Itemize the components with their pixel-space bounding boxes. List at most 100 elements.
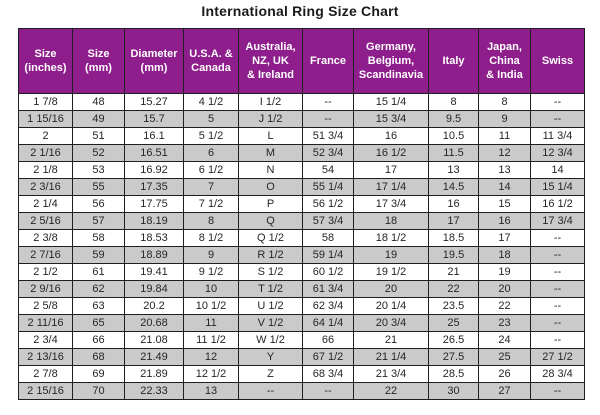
- table-cell: 16.51: [124, 144, 184, 162]
- column-header: France: [302, 28, 354, 94]
- table-cell: 6: [183, 144, 239, 162]
- table-cell: 21: [353, 331, 429, 349]
- table-cell: J 1/2: [238, 110, 303, 128]
- table-cell: 16: [478, 212, 531, 230]
- table-cell: 22: [353, 382, 429, 400]
- table-row: 2 5/8 63 20.2 10 1/2 U 1/2 62 3/4 20 1/4 23.5 22…: [18, 297, 585, 315]
- table-cell: Z: [238, 365, 303, 383]
- table-cell: 27: [478, 382, 531, 400]
- table-cell: 18.89: [124, 246, 184, 264]
- table-cell: 54: [302, 161, 354, 179]
- table-cell: 2 15/16: [18, 382, 73, 400]
- table-cell: N: [238, 161, 303, 179]
- header-row: Size (inches) Size (mm) Diameter (mm) U.S.A…: [18, 28, 585, 94]
- table-row: 2 3/16 55 17.35 7 O 55 1/4 17 1/4 14.5 14 15 1/4: [18, 178, 585, 196]
- table-cell: 55: [72, 178, 125, 196]
- table-cell: P: [238, 195, 303, 213]
- table-cell: 28 3/4: [530, 365, 585, 383]
- table-cell: 70: [72, 382, 125, 400]
- table-cell: Q: [238, 212, 303, 230]
- table-cell: 62: [72, 280, 125, 298]
- table-cell: 21 1/4: [353, 348, 429, 366]
- table-cell: 12: [183, 348, 239, 366]
- table-cell: 6 1/2: [183, 161, 239, 179]
- table-cell: --: [302, 382, 354, 400]
- table-cell: --: [238, 382, 303, 400]
- table-cell: 8: [183, 212, 239, 230]
- table-cell: 10 1/2: [183, 297, 239, 315]
- table-cell: 9: [183, 246, 239, 264]
- table-cell: 2 5/8: [18, 297, 73, 315]
- table-cell: 19 1/2: [353, 263, 429, 281]
- table-cell: 49: [72, 110, 125, 128]
- table-row: 2 1/4 56 17.75 7 1/2 P 56 1/2 17 3/4 16 15 16 1/2: [18, 195, 585, 213]
- table-cell: 19: [353, 246, 429, 264]
- table-cell: --: [530, 110, 585, 128]
- table-cell: --: [530, 280, 585, 298]
- column-header: Size (mm): [72, 28, 125, 94]
- table-cell: --: [302, 110, 354, 128]
- table-cell: 15: [478, 195, 531, 213]
- table-cell: 17: [428, 212, 479, 230]
- table-cell: 1 7/8: [18, 93, 73, 111]
- table-cell: 66: [302, 331, 354, 349]
- table-cell: 52 3/4: [302, 144, 354, 162]
- column-header: Size (inches): [18, 28, 73, 94]
- table-cell: 25: [478, 348, 531, 366]
- table-cell: 4 1/2: [183, 93, 239, 111]
- table-row: 1 7/8 48 15.27 4 1/2 I 1/2 -- 15 1/4 8 8 --: [18, 93, 585, 111]
- table-cell: 68: [72, 348, 125, 366]
- table-cell: 65: [72, 314, 125, 332]
- table-cell: 68 3/4: [302, 365, 354, 383]
- table-cell: 15 3/4: [353, 110, 429, 128]
- table-cell: 58: [302, 229, 354, 247]
- table-cell: 11: [478, 127, 531, 145]
- table-cell: 13: [183, 382, 239, 400]
- table-cell: 51 3/4: [302, 127, 354, 145]
- table-cell: 63: [72, 297, 125, 315]
- table-cell: 21.08: [124, 331, 184, 349]
- table-cell: 2 9/16: [18, 280, 73, 298]
- table-cell: --: [302, 93, 354, 111]
- table-row: 1 15/16 49 15.7 5 J 1/2 -- 15 3/4 9.5 9 --: [18, 110, 585, 128]
- table-cell: 16.92: [124, 161, 184, 179]
- table-cell: 21 3/4: [353, 365, 429, 383]
- table-cell: 24: [478, 331, 531, 349]
- table-cell: 17 1/4: [353, 178, 429, 196]
- table-cell: 15.27: [124, 93, 184, 111]
- table-cell: 12 3/4: [530, 144, 585, 162]
- table-cell: 11.5: [428, 144, 479, 162]
- table-cell: --: [530, 263, 585, 281]
- table-cell: 2 3/4: [18, 331, 73, 349]
- table-cell: 52: [72, 144, 125, 162]
- table-cell: 11: [183, 314, 239, 332]
- table-cell: 26.5: [428, 331, 479, 349]
- column-header: Germany, Belgium, Scandinavia: [353, 28, 429, 94]
- table-cell: --: [530, 229, 585, 247]
- table-row: 2 11/16 65 20.68 11 V 1/2 64 1/4 20 3/4 25 23 --: [18, 314, 585, 332]
- table-cell: 2: [18, 127, 73, 145]
- table-cell: 18 1/2: [353, 229, 429, 247]
- table-cell: 2 1/4: [18, 195, 73, 213]
- table-cell: 8: [428, 93, 479, 111]
- column-header: Japan, China & India: [478, 28, 531, 94]
- table-cell: 22.33: [124, 382, 184, 400]
- table-cell: 19: [478, 263, 531, 281]
- table-cell: 10.5: [428, 127, 479, 145]
- table-cell: 9 1/2: [183, 263, 239, 281]
- table-cell: 2 7/16: [18, 246, 73, 264]
- table-cell: 15.7: [124, 110, 184, 128]
- table-cell: 16 1/2: [530, 195, 585, 213]
- table-cell: 12 1/2: [183, 365, 239, 383]
- table-cell: 55 1/4: [302, 178, 354, 196]
- table-cell: 51: [72, 127, 125, 145]
- page-title: International Ring Size Chart: [201, 3, 399, 19]
- table-cell: 23: [478, 314, 531, 332]
- table-cell: 2 1/8: [18, 161, 73, 179]
- table-cell: O: [238, 178, 303, 196]
- table-cell: 21: [428, 263, 479, 281]
- table-cell: 13: [428, 161, 479, 179]
- table-row: 2 1/16 52 16.51 6 M 52 3/4 16 1/2 11.5 12 12 3/4: [18, 144, 585, 162]
- table-cell: 7: [183, 178, 239, 196]
- table-cell: Y: [238, 348, 303, 366]
